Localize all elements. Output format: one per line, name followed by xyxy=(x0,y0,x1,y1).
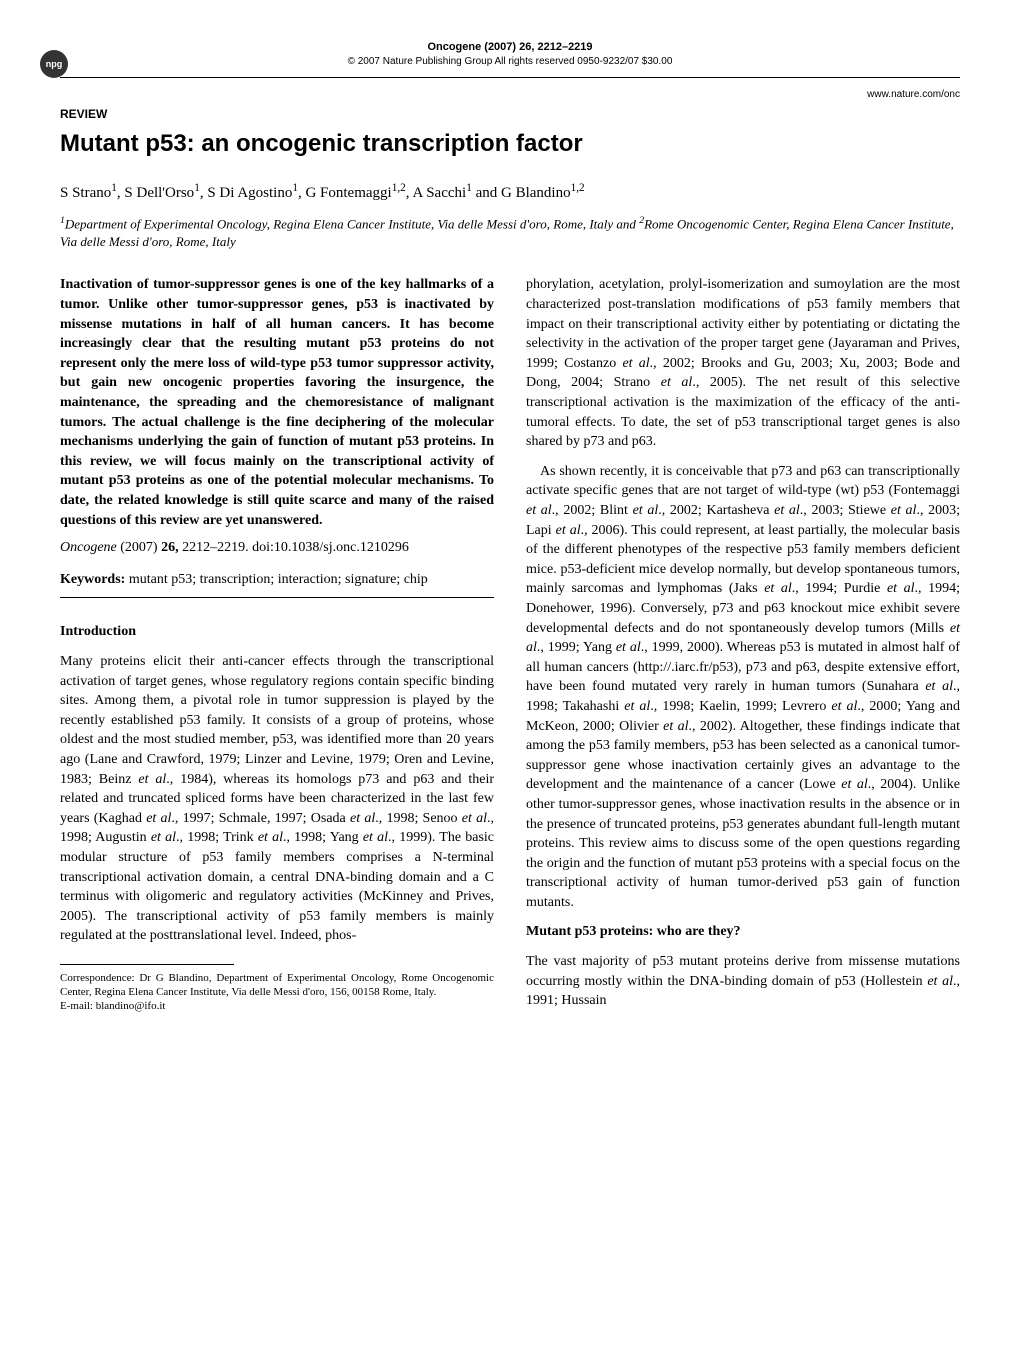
col2-continuation-para-2: As shown recently, it is conceivable tha… xyxy=(526,462,960,913)
right-column: phorylation, acetylation, prolyl-isomeri… xyxy=(526,275,960,1020)
two-column-layout: Inactivation of tumor-suppressor genes i… xyxy=(60,275,960,1020)
introduction-para-1: Many proteins elicit their anti-cancer e… xyxy=(60,652,494,946)
npg-logo-icon: npg xyxy=(40,50,68,78)
correspondence-line-2: E-mail: blandino@ifo.it xyxy=(60,999,494,1013)
keywords-text: mutant p53; transcription; interaction; … xyxy=(125,572,427,587)
abstract-citation: Oncogene (2007) 26, 2212–2219. doi:10.10… xyxy=(60,538,494,558)
website-link: www.nature.com/onc xyxy=(60,88,960,102)
affiliations-line: 1Department of Experimental Oncology, Re… xyxy=(60,214,960,252)
copyright-line: © 2007 Nature Publishing Group All right… xyxy=(60,55,960,69)
abstract-text: Inactivation of tumor-suppressor genes i… xyxy=(60,275,494,530)
mutant-section-para-1: The vast majority of p53 mutant proteins… xyxy=(526,952,960,1011)
correspondence-line-1: Correspondence: Dr G Blandino, Departmen… xyxy=(60,971,494,1000)
introduction-heading: Introduction xyxy=(60,622,494,642)
left-column: Inactivation of tumor-suppressor genes i… xyxy=(60,275,494,1020)
correspondence-rule xyxy=(60,964,234,965)
npg-logo: npg xyxy=(40,50,68,78)
correspondence-block: Correspondence: Dr G Blandino, Departmen… xyxy=(60,971,494,1014)
authors-line: S Strano1, S Dell'Orso1, S Di Agostino1,… xyxy=(60,181,960,204)
mutant-section-heading: Mutant p53 proteins: who are they? xyxy=(526,922,960,942)
keywords-label: Keywords: xyxy=(60,572,125,587)
journal-title-line: Oncogene (2007) 26, 2212–2219 xyxy=(60,40,960,55)
keywords-block: Keywords: mutant p53; transcription; int… xyxy=(60,570,494,590)
header-rule xyxy=(60,77,960,78)
article-type-label: REVIEW xyxy=(60,106,960,123)
article-title: Mutant p53: an oncogenic transcription f… xyxy=(60,127,960,161)
journal-header: Oncogene (2007) 26, 2212–2219 © 2007 Nat… xyxy=(60,40,960,69)
col2-continuation-para-1: phorylation, acetylation, prolyl-isomeri… xyxy=(526,275,960,451)
keywords-rule xyxy=(60,597,494,598)
